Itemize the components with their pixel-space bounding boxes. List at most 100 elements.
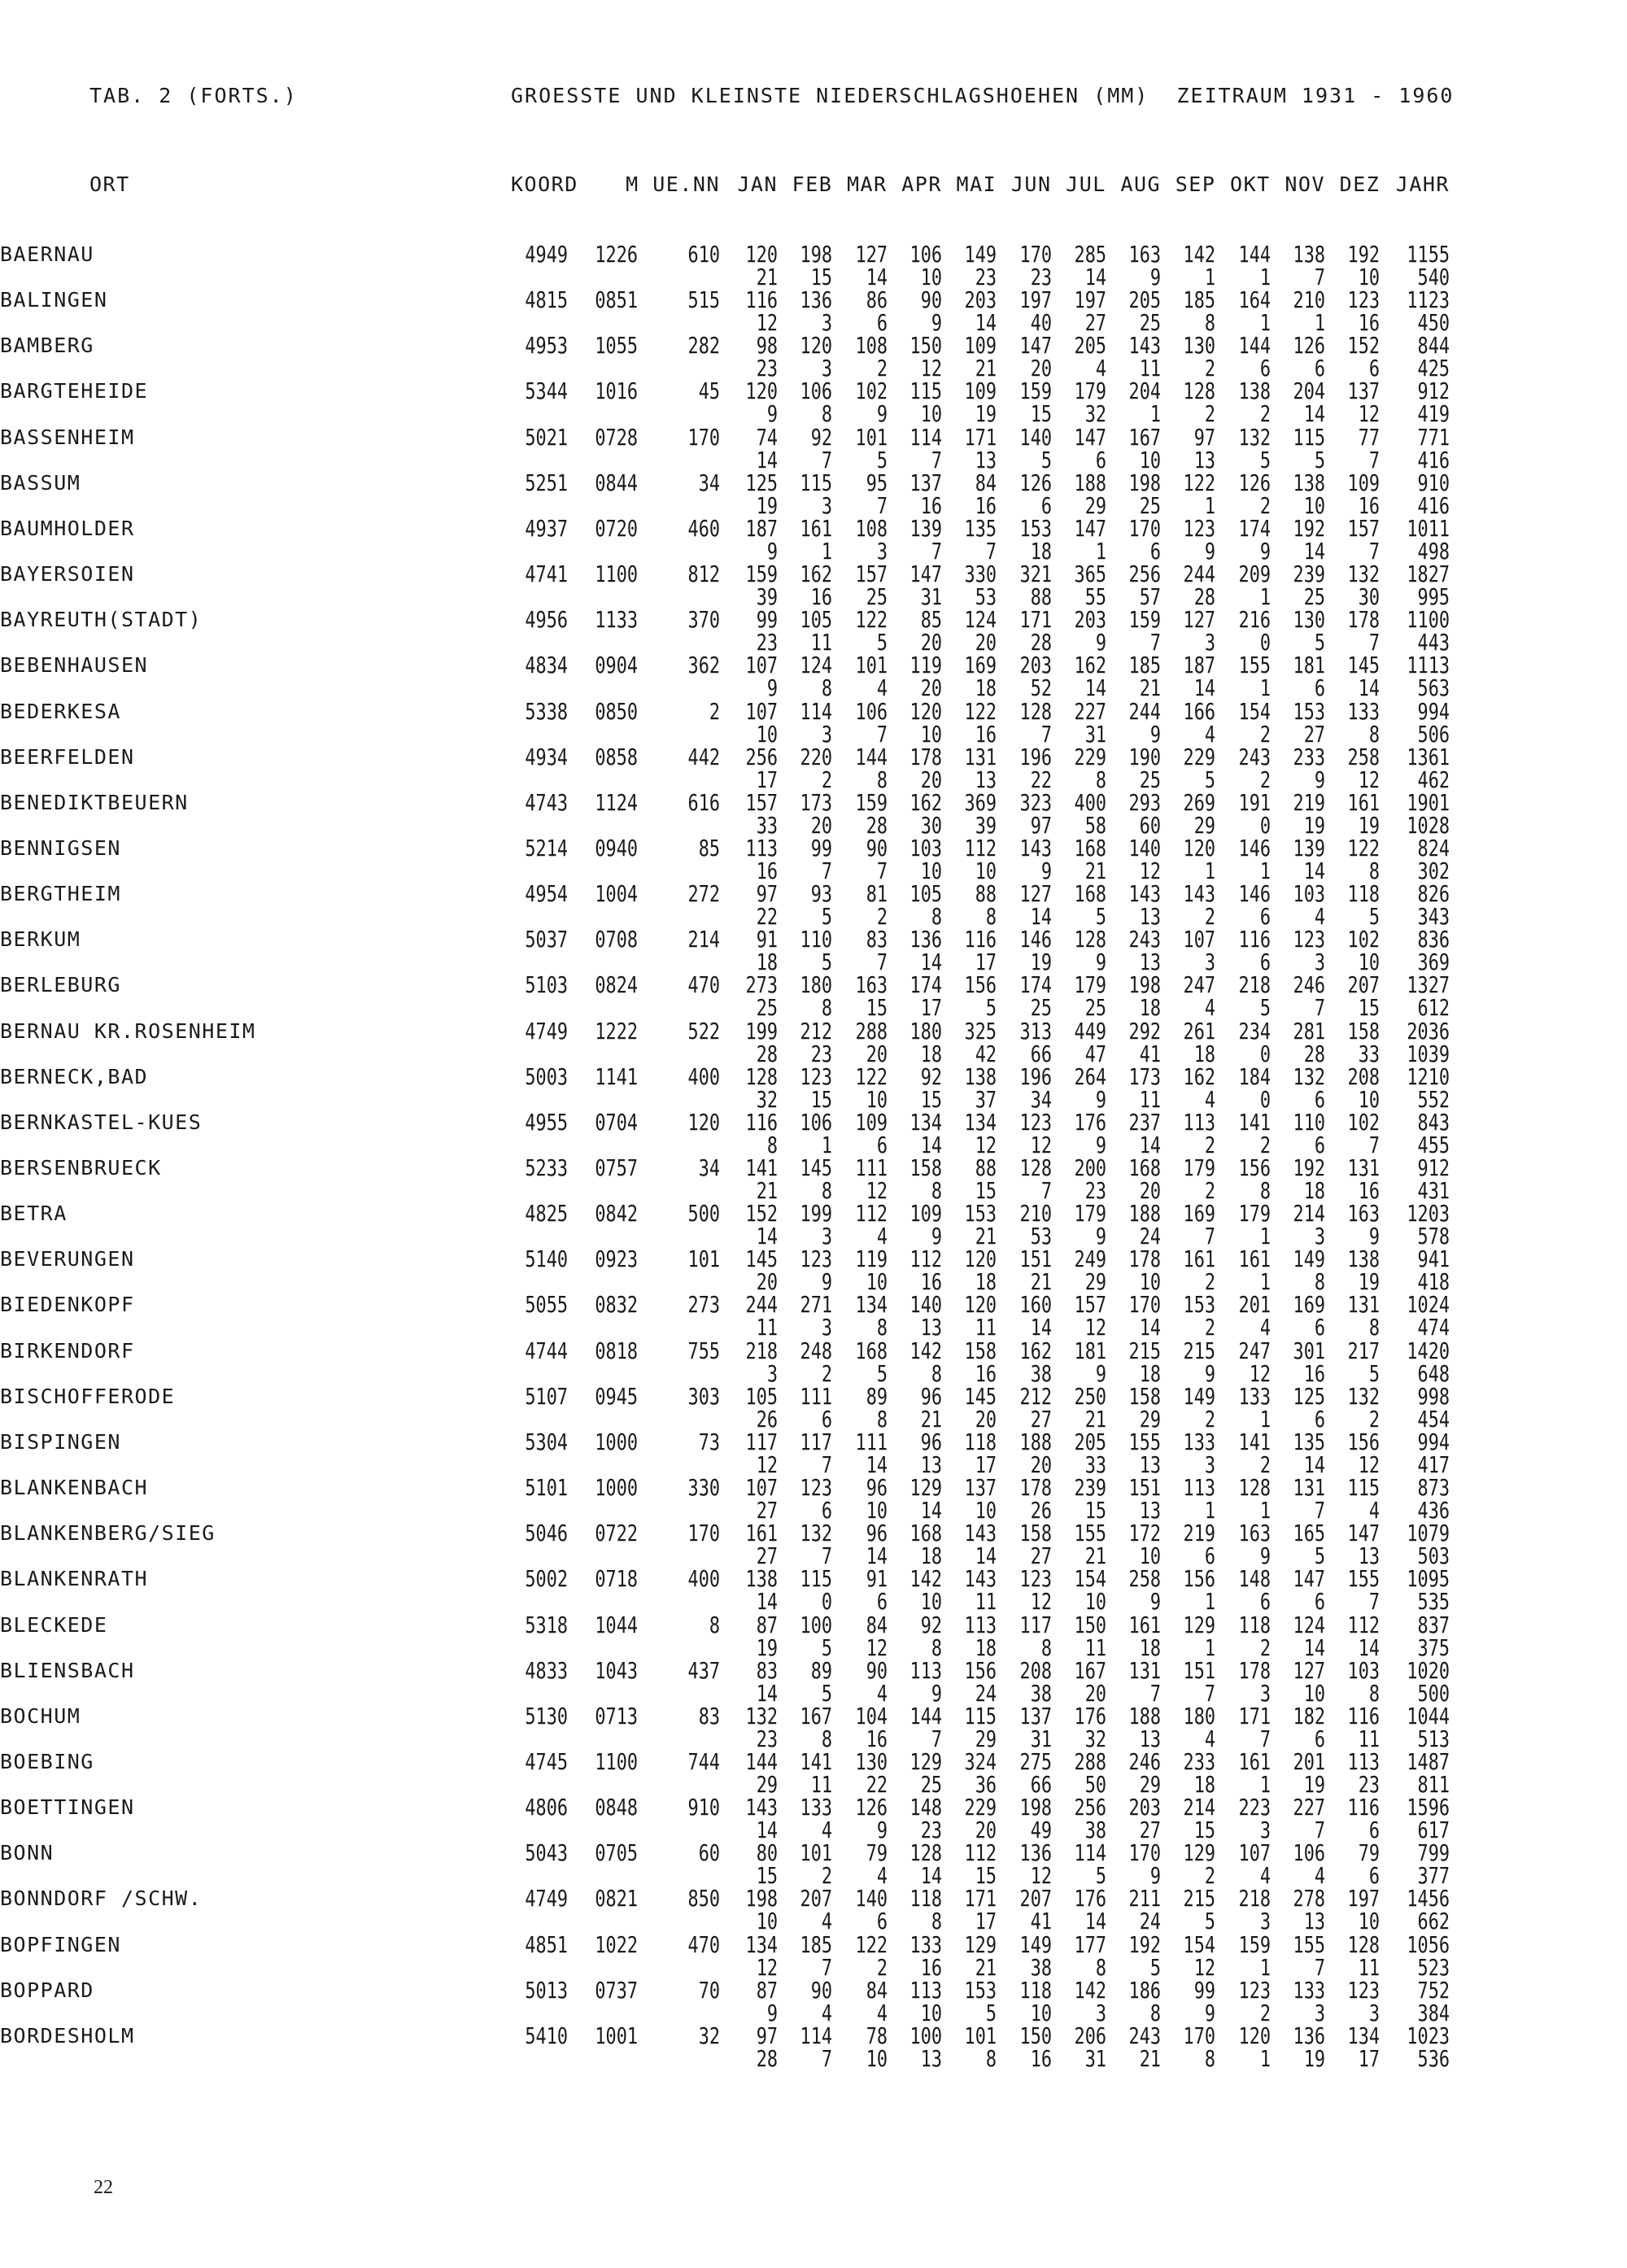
min-value: 20 [756,1268,778,1296]
min-value: 57 [1139,583,1162,611]
max-value: 149 [964,241,997,268]
station-name: BLANKENBERG/SIEG [0,1521,216,1546]
min-value: 418 [1417,1268,1450,1296]
min-value: 66 [1030,1040,1052,1067]
coordinate-lon: 1000 [595,1474,638,1502]
min-value: 9 [1149,1588,1162,1616]
station-height: 910 [687,1794,720,1821]
max-value: 1113 [1407,652,1450,679]
max-value: 168 [1074,880,1106,908]
max-value: 140 [1019,423,1052,451]
min-value: 1 [1314,309,1325,337]
station-name: BENNIGSEN [0,835,121,860]
max-value: 212 [1019,1382,1052,1410]
max-value: 98 [756,332,778,360]
max-value: 218 [1238,971,1271,999]
max-value: 192 [1347,241,1381,268]
min-value: 1028 [1407,811,1450,839]
min-value: 14 [866,264,888,290]
max-value: 126 [1238,469,1271,496]
max-value: 145 [800,1154,833,1181]
max-value: 96 [866,1520,888,1547]
max-value: 116 [1238,926,1271,953]
max-value: 142 [909,1337,942,1364]
min-value: 16 [1358,309,1381,337]
min-value: 29 [1139,1405,1162,1433]
max-value: 150 [1074,1611,1106,1638]
max-value: 269 [1183,788,1216,816]
max-value: 108 [855,332,888,360]
station-name: BEERFELDEN [0,744,135,769]
min-value: 8 [986,903,997,931]
max-value: 143 [964,1520,997,1547]
station-height: 83 [698,1702,720,1729]
max-value: 134 [964,1108,997,1136]
station-name: BONNDORF /SCHW. [0,1886,203,1911]
min-value: 7 [876,857,888,884]
max-value: 142 [1183,241,1216,268]
max-value: 99 [756,606,778,634]
min-value: 16 [920,1268,942,1296]
max-value: 837 [1417,1611,1450,1638]
coordinate-lon: 1043 [595,1656,638,1684]
min-value: 3 [1314,1223,1325,1250]
min-value: 9 [1205,1359,1216,1387]
min-value: 11 [1139,1085,1162,1113]
min-value: 454 [1417,1405,1450,1433]
coordinate-lon: 1124 [595,788,638,816]
max-value: 119 [855,1245,888,1273]
max-value: 1420 [1407,1337,1450,1364]
station-height: 45 [698,377,720,405]
station-name: BAYREUTH(STADT) [0,608,203,632]
max-value: 941 [1417,1245,1450,1273]
max-value: 256 [745,743,778,770]
min-value: 28 [1030,629,1052,656]
min-value: 12 [756,309,778,337]
min-value: 11 [1139,355,1162,382]
max-value: 156 [1183,1565,1216,1593]
max-value: 192 [1293,514,1325,542]
coordinate-lat: 5304 [525,1428,568,1455]
min-value: 6 [876,1131,888,1158]
min-value: 6 [876,1588,888,1616]
min-value: 14 [756,1223,778,1250]
coordinate-lon: 0940 [595,834,638,861]
max-value: 138 [1347,1245,1381,1273]
max-value: 100 [800,1611,833,1638]
coordinate-lon: 1022 [595,1930,638,1958]
max-value: 150 [909,332,942,360]
max-value: 116 [964,926,997,953]
max-value: 109 [964,377,997,405]
min-value: 10 [866,1268,888,1296]
min-value: 10 [1139,446,1162,473]
max-value: 163 [1347,1200,1381,1228]
min-value: 20 [920,674,942,702]
max-value: 109 [964,332,997,360]
min-value: 5 [876,629,888,656]
min-value: 7 [822,446,833,473]
min-value: 6 [1314,1588,1325,1616]
max-value: 125 [1293,1382,1325,1410]
station-height: 8 [709,1611,720,1638]
station-height: 515 [687,286,720,314]
min-value: 20 [975,629,997,656]
max-value: 107 [1183,926,1216,953]
max-value: 115 [800,469,833,496]
min-value: 3 [822,309,833,337]
max-value: 128 [745,1062,778,1090]
min-value: 19 [1303,2044,1325,2072]
min-value: 436 [1417,1497,1450,1524]
coordinate-lon: 1100 [595,1747,638,1775]
min-value: 8 [931,903,942,931]
min-value: 33 [1084,1450,1106,1478]
station-name: BERGTHEIM [0,882,121,906]
max-value: 1024 [1407,1291,1450,1319]
max-value: 1327 [1407,971,1450,999]
min-value: 8 [931,1177,942,1204]
min-value: 1 [1205,491,1216,519]
coordinate-lat: 5003 [525,1062,568,1090]
max-value: 873 [1417,1474,1450,1502]
max-value: 365 [1074,560,1106,588]
min-value: 12 [866,1177,888,1204]
max-value: 158 [1019,1520,1052,1547]
